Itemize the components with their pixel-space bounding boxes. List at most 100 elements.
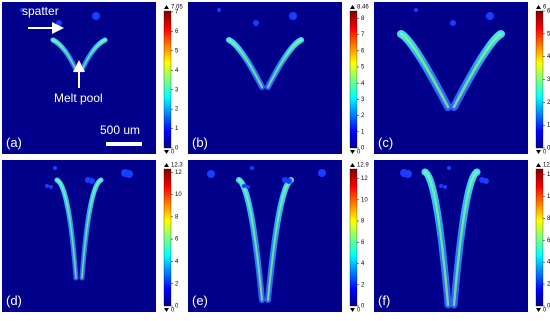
colorbar-max: 6	[543, 5, 547, 11]
colorbar-min: 0	[171, 150, 175, 156]
colorbar-tick-label: 8	[361, 16, 365, 22]
colorbar-tick-label: 0	[175, 304, 179, 310]
colorbar-tick-label: 6	[175, 29, 179, 35]
colorbar-tick-label: 7	[361, 32, 365, 38]
colorbar-tick-label: 3	[175, 87, 179, 93]
colorbar-min: 0	[357, 308, 361, 314]
colorbar-tick-label: 0	[361, 304, 365, 310]
panel-label: (a)	[6, 135, 22, 150]
max-marker	[164, 5, 169, 9]
colorbar-tick-label: 0	[547, 304, 550, 310]
min-marker	[350, 308, 355, 312]
panel-label: (c)	[378, 135, 393, 150]
colorbar-tick-label: 4	[175, 68, 179, 74]
spatter-particle	[439, 184, 443, 188]
spatter-particle	[479, 177, 485, 183]
colorbar-tick-label: 0	[361, 146, 365, 152]
colorbar-tick-label: 2	[361, 113, 365, 119]
panel-label: (d)	[6, 293, 22, 308]
colorbar-max: 12.3	[171, 163, 183, 169]
max-marker	[536, 163, 541, 167]
colorbar-tick-label: 4	[175, 259, 179, 265]
colorbar-min: 0	[357, 150, 361, 156]
spatter-particle	[250, 166, 254, 170]
panel-label: (e)	[192, 293, 208, 308]
colorbar	[535, 10, 544, 149]
colorbar-tick-label: 8	[175, 214, 179, 220]
colorbar-tick-label: 5	[361, 65, 365, 71]
simulation-image	[2, 160, 156, 312]
min-marker	[536, 308, 541, 312]
colorbar-tick-label: 4	[547, 260, 550, 266]
colorbar-tick-label: 5	[175, 48, 179, 54]
colorbar-tick-label: 6	[175, 237, 179, 243]
simulation-image	[188, 160, 342, 312]
colorbar-tick-label: 2	[361, 282, 365, 288]
colorbar-tick-label: 5	[547, 31, 550, 37]
colorbar-tick-label: 6	[361, 240, 365, 246]
colorbar-tick-label: 7	[175, 10, 179, 16]
colorbar	[349, 10, 358, 149]
scale-bar	[106, 142, 142, 146]
spatter-particle	[414, 8, 418, 12]
spatter-particle	[400, 169, 408, 177]
simulation-image	[374, 160, 528, 312]
spatter-particle	[246, 185, 250, 189]
simulation-image	[188, 2, 342, 154]
colorbar-min: 0	[543, 308, 547, 314]
min-marker	[164, 308, 169, 312]
colorbar-tick-label: 10	[175, 192, 182, 198]
colorbar-tick-label: 8	[361, 219, 365, 225]
colorbar-min: 0	[171, 308, 175, 314]
colorbar-max: 8.46	[357, 5, 369, 11]
max-marker	[536, 5, 541, 9]
colorbar-tick-label: 4	[361, 261, 365, 267]
colorbar-tick-label: 4	[547, 54, 550, 60]
spatter-particle	[92, 12, 100, 20]
spatter-particle	[486, 12, 494, 20]
colorbar-tick-label: 12	[175, 170, 182, 176]
panel-label: (b)	[192, 135, 208, 150]
colorbar-tick-label: 6	[547, 9, 550, 15]
spatter-particle	[20, 8, 24, 12]
colorbar-tick-label: 4	[361, 81, 365, 87]
melt-pool-core	[228, 39, 302, 88]
spatter-particle	[447, 166, 451, 170]
colorbar	[163, 10, 172, 149]
spatter-particle	[207, 170, 215, 178]
colorbar	[163, 168, 172, 307]
max-marker	[350, 5, 355, 9]
colorbar-tick-label: 2	[547, 100, 550, 106]
colorbar-tick-label: 2	[175, 281, 179, 287]
colorbar-tick-label: 10	[361, 197, 368, 203]
max-marker	[164, 163, 169, 167]
colorbar-tick-label: 3	[361, 97, 365, 103]
min-marker	[350, 150, 355, 154]
spatter-particle	[49, 185, 53, 189]
spatter-particle	[282, 177, 288, 183]
colorbar-tick-label: 3	[547, 77, 550, 83]
melt-pool-core	[423, 170, 479, 307]
spatter-particle	[289, 12, 297, 20]
melt-pool-core	[399, 32, 503, 109]
spatter-label: spatter	[22, 4, 59, 18]
spatter-particle	[253, 20, 259, 26]
spatter-particle	[450, 20, 456, 26]
max-marker	[350, 163, 355, 167]
colorbar-tick-label: 2	[175, 107, 179, 113]
colorbar-tick-label: 12	[547, 172, 550, 178]
colorbar-tick-label: 2	[547, 282, 550, 288]
colorbar-tick-label: 6	[361, 48, 365, 54]
colorbar-max: 12.9	[357, 163, 369, 169]
spatter-particle	[443, 185, 447, 189]
colorbar-tick-label: 8	[547, 216, 550, 222]
melt-pool-core	[56, 179, 102, 279]
spatter-particle	[242, 184, 246, 188]
colorbar-tick-label: 1	[361, 129, 365, 135]
simulation-image	[374, 2, 528, 154]
spatter-particle	[217, 8, 221, 12]
spatter-particle	[85, 177, 91, 183]
colorbar	[535, 168, 544, 307]
colorbar-tick-label: 12	[361, 176, 368, 182]
